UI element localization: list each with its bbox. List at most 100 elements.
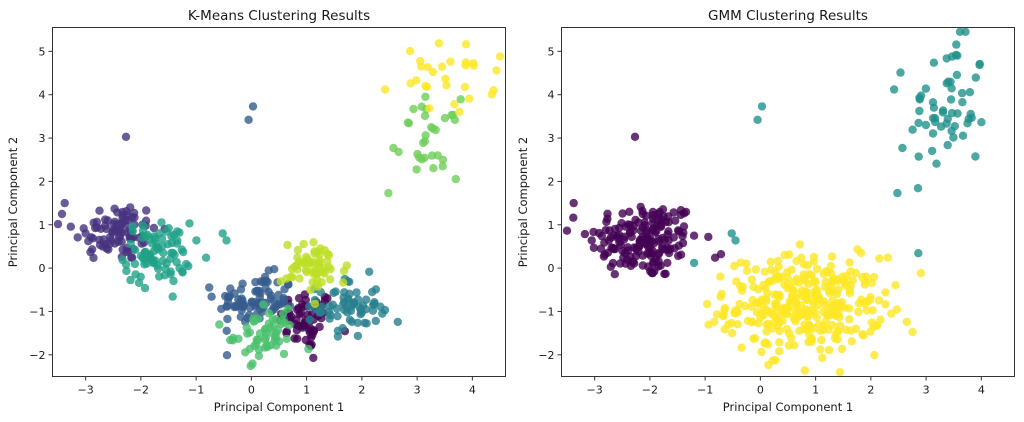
data-point <box>88 245 97 254</box>
data-point <box>689 231 699 240</box>
data-point <box>649 239 658 248</box>
data-point <box>376 302 385 311</box>
data-point <box>279 349 289 359</box>
data-point <box>809 296 818 306</box>
data-point <box>638 251 647 260</box>
y-tick-label: −2 <box>29 349 45 362</box>
data-point <box>142 206 151 215</box>
y-tick-label: 0 <box>548 262 555 275</box>
data-point <box>828 320 837 330</box>
data-point <box>255 329 265 338</box>
data-point <box>710 253 720 262</box>
data-point <box>958 98 967 107</box>
data-point <box>130 259 140 269</box>
data-point <box>131 270 140 279</box>
data-point <box>428 124 438 133</box>
data-point <box>207 292 216 301</box>
data-point <box>273 300 282 309</box>
data-point <box>943 140 952 150</box>
data-point <box>465 94 474 103</box>
x-tick-label: 3 <box>414 384 421 397</box>
data-point <box>712 310 722 319</box>
x-axis-label: Principal Component 1 <box>214 400 344 414</box>
data-point <box>783 273 793 283</box>
y-tick-label: 3 <box>548 132 555 145</box>
data-point <box>747 317 757 326</box>
data-point <box>243 329 252 338</box>
data-point <box>944 77 953 86</box>
data-point <box>759 303 768 312</box>
data-point <box>254 351 264 361</box>
data-point <box>353 331 363 341</box>
data-point <box>299 239 308 249</box>
data-point <box>315 256 324 265</box>
axes-frame <box>52 27 506 377</box>
data-point <box>218 229 227 238</box>
data-point <box>775 338 784 347</box>
data-point <box>647 268 657 278</box>
data-point <box>130 245 140 255</box>
y-tick-label: −2 <box>538 349 554 362</box>
data-point <box>764 319 773 329</box>
data-point <box>416 62 426 71</box>
data-point <box>134 278 144 287</box>
data-point <box>760 267 770 276</box>
data-point <box>816 326 825 335</box>
data-point <box>164 224 173 233</box>
data-point <box>730 261 739 271</box>
data-point <box>287 312 296 321</box>
data-point <box>264 309 274 318</box>
data-point <box>832 298 842 308</box>
data-point <box>914 118 923 128</box>
data-point <box>689 258 699 268</box>
data-point <box>786 283 795 292</box>
data-point <box>965 88 975 97</box>
points-layer <box>562 27 986 377</box>
data-point <box>664 248 674 258</box>
data-point <box>461 61 470 70</box>
data-point <box>323 294 332 303</box>
data-point <box>770 290 779 299</box>
kmeans-panel: K-Means Clustering Results −3 −2 −1 0 1 2 3 4 −… <box>6 8 506 414</box>
data-point <box>661 269 670 278</box>
data-point <box>902 317 911 327</box>
x-tick-label: −3 <box>78 384 94 397</box>
data-point <box>60 198 69 208</box>
data-point <box>936 122 946 131</box>
data-point <box>851 324 861 333</box>
data-point <box>562 226 572 235</box>
data-point <box>492 66 501 75</box>
data-point <box>742 266 752 275</box>
data-point <box>678 238 688 248</box>
data-point <box>841 325 851 334</box>
data-point <box>915 106 924 116</box>
data-point <box>110 224 119 234</box>
data-point <box>456 95 465 104</box>
data-point <box>782 324 791 334</box>
data-point <box>580 229 590 239</box>
data-point <box>304 344 313 354</box>
data-point <box>451 174 460 184</box>
data-point <box>887 309 896 318</box>
data-point <box>603 209 612 218</box>
data-point <box>259 300 268 309</box>
data-point <box>727 329 737 338</box>
data-point <box>362 295 371 304</box>
axes-frame <box>561 27 1015 377</box>
x-tick-label: 1 <box>303 384 310 397</box>
data-point <box>310 299 320 309</box>
data-point <box>648 207 658 217</box>
data-point <box>460 82 470 92</box>
data-point <box>139 254 148 264</box>
data-point <box>733 320 742 329</box>
data-point <box>295 274 304 283</box>
data-point <box>293 334 302 343</box>
data-point <box>617 219 626 228</box>
data-point <box>866 327 875 336</box>
data-point <box>881 288 890 297</box>
data-point <box>867 278 876 287</box>
data-point <box>952 40 961 49</box>
data-point <box>771 299 780 308</box>
data-point <box>957 88 967 98</box>
